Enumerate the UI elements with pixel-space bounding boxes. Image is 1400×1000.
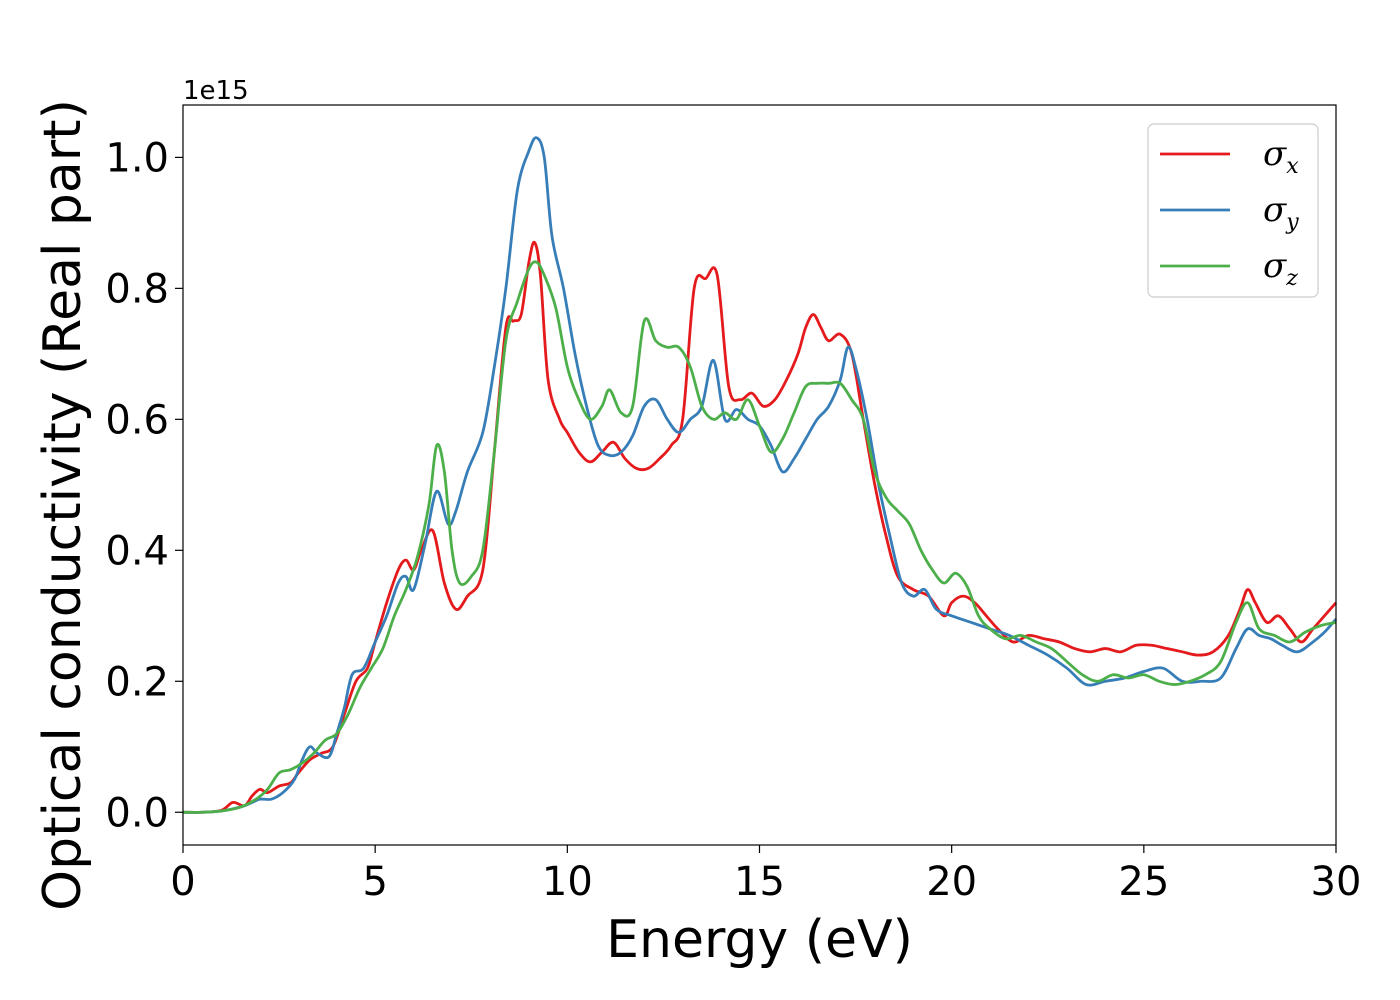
y-tick-label: 0.0 [105, 790, 169, 836]
y-axis-ticks: 0.0 0.2 0.4 0.6 0.8 1.0 [105, 135, 183, 836]
legend-label-y: σy [1263, 190, 1299, 235]
y-axis-label: Optical conductivity (Real part) [33, 99, 93, 911]
x-tick-label: 20 [926, 859, 977, 905]
legend-label-z: σz [1263, 246, 1298, 291]
x-axis-ticks: 0 5 10 15 20 25 30 [170, 845, 1361, 905]
y-tick-label: 0.4 [105, 528, 169, 574]
series-line-z [182, 260, 1337, 814]
x-axis-label: Energy (eV) [606, 910, 913, 970]
x-tick-label: 25 [1118, 859, 1169, 905]
y-tick-label: 0.6 [105, 397, 169, 443]
legend-label-x: σx [1263, 134, 1299, 179]
x-tick-label: 15 [734, 859, 785, 905]
legend-box [1147, 123, 1319, 298]
series-layer [182, 136, 1338, 814]
y-tick-label: 0.2 [105, 659, 169, 705]
x-tick-label: 10 [542, 859, 593, 905]
y-tick-label: 0.8 [105, 266, 169, 312]
x-tick-label: 5 [362, 859, 387, 905]
legend: σx σy σz [1147, 123, 1319, 298]
y-offset-label: 1e15 [183, 76, 249, 106]
x-tick-label: 0 [170, 859, 195, 905]
x-tick-label: 30 [1311, 859, 1362, 905]
series-line-y [182, 136, 1338, 814]
y-tick-label: 1.0 [105, 135, 169, 181]
